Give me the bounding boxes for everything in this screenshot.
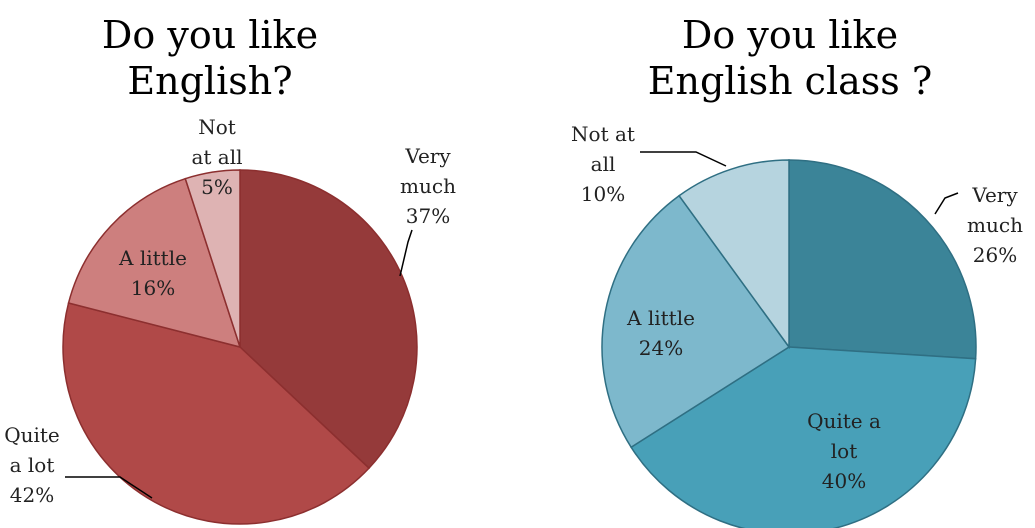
slice-label: Very much 26% — [967, 183, 1023, 267]
pie-svg: Very much 26% Quite a lot 40% A little 24% Not a… — [571, 122, 1023, 528]
slice-label: Not at all 5% — [191, 115, 242, 199]
chart-title: Do you like English class ? — [647, 13, 933, 103]
pie-slice — [184, 169, 241, 348]
slice-label: Quite a lot 42% — [4, 423, 60, 507]
slice-label: A little 24% — [626, 306, 695, 360]
pie-slice — [630, 346, 977, 528]
slice-label: A little 16% — [118, 246, 187, 300]
pie-chart-english: Do you like English? Very much 37% Quite a l… — [0, 0, 500, 528]
pie-slice — [678, 159, 790, 350]
slice-label: Not at all 10% — [571, 122, 635, 206]
pie-slice — [601, 194, 791, 449]
pie-slice — [788, 159, 977, 360]
slice-label: Very much 37% — [400, 144, 456, 228]
leader-line — [399, 229, 413, 277]
leader-line — [934, 192, 959, 215]
pie-slice — [67, 177, 242, 349]
pie-slice — [239, 169, 418, 470]
leader-line — [65, 476, 153, 499]
chart-title: Do you like English? — [101, 13, 319, 103]
slice-label: Quite a lot 40% — [807, 409, 881, 493]
pie-chart-english-class: Do you like English class ? Very much 26% Q… — [520, 0, 1035, 528]
pie-svg: Very much 37% Quite a lot 42% A little 16%Not at… — [4, 115, 456, 525]
pie-slice — [62, 302, 371, 525]
leader-line — [640, 151, 727, 167]
